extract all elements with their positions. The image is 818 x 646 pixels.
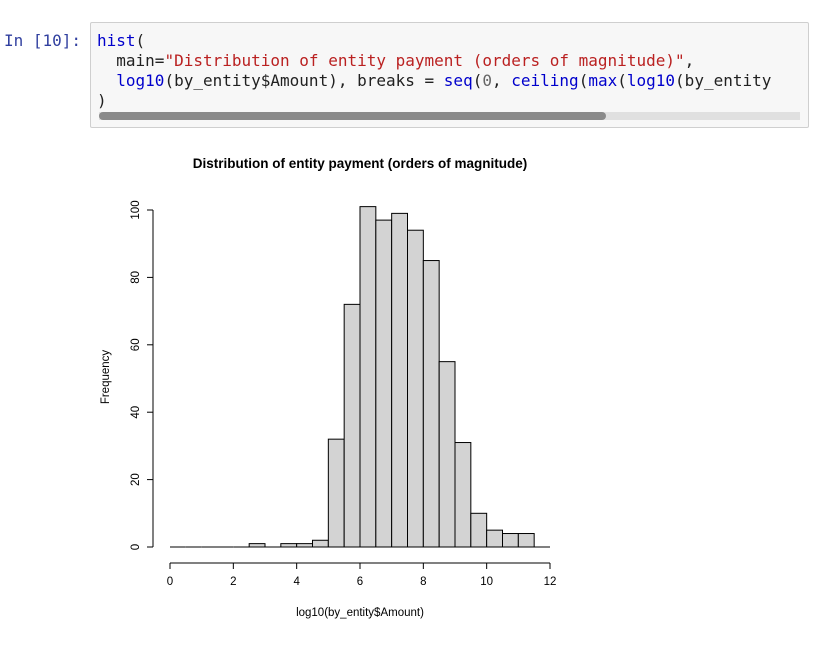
code-line: ) [97, 91, 802, 111]
histogram-bar [502, 533, 519, 548]
x-tick-label: 10 [480, 576, 493, 588]
histogram-bar [343, 303, 361, 548]
code-token: (by_entity$Amount), breaks = [164, 71, 444, 90]
code-token: "Distribution of entity payment (orders … [164, 51, 685, 70]
x-tick-label: 2 [230, 576, 236, 588]
code-token: , [684, 51, 695, 70]
histogram-bar [280, 543, 298, 548]
histogram-bar [517, 533, 535, 548]
x-tick-label: 12 [544, 576, 557, 588]
bars-group [170, 206, 550, 548]
histogram-bar [407, 229, 424, 548]
code-token: ( [135, 31, 146, 50]
code-token: ) [97, 91, 107, 110]
histogram-bar [296, 543, 314, 548]
code-token: ( [472, 71, 483, 90]
histogram-bar [312, 539, 329, 548]
x-tick-label: 0 [167, 576, 173, 588]
code-token: log10 [626, 71, 676, 90]
code-line: main="Distribution of entity payment (or… [97, 51, 802, 71]
code-editor[interactable]: hist( main="Distribution of entity payme… [97, 31, 802, 117]
chart-title: Distribution of entity payment (orders o… [193, 156, 528, 171]
code-token: main= [97, 51, 165, 70]
y-tick-label: 40 [130, 406, 142, 419]
y-axis-label: Frequency [100, 350, 112, 405]
histogram-bar [375, 219, 393, 548]
histogram-output: Distribution of entity payment (orders o… [90, 140, 590, 640]
x-tick-label: 4 [293, 576, 300, 588]
y-tick-label: 100 [130, 200, 142, 219]
horizontal-scrollbar[interactable] [99, 112, 800, 120]
x-tick-label: 8 [420, 576, 426, 588]
code-token [97, 71, 116, 90]
y-axis: 0 20 40 60 80 100 [130, 200, 154, 550]
histogram-chart: Distribution of entity payment (orders o… [100, 156, 557, 619]
histogram-bar [248, 543, 266, 548]
code-cell[interactable]: hist( main="Distribution of entity payme… [90, 22, 809, 128]
code-token: , [491, 71, 512, 90]
histogram-bar [438, 361, 456, 548]
histogram-bar [359, 206, 377, 548]
scrollbar-thumb[interactable] [99, 112, 606, 120]
code-token: hist [97, 31, 136, 50]
code-token: ( [578, 71, 589, 90]
histogram-bar [486, 529, 503, 548]
code-token: seq [443, 71, 473, 90]
histogram-bar [422, 260, 440, 548]
x-axis: 0 2 4 6 8 10 12 [167, 562, 557, 588]
histogram-bar [470, 512, 488, 548]
y-tick-label: 60 [130, 338, 142, 351]
y-tick-label: 0 [130, 544, 142, 550]
x-tick-label: 6 [357, 576, 363, 588]
code-line: hist( [97, 31, 802, 51]
code-token: log10 [116, 71, 165, 90]
histogram-bar [454, 442, 472, 548]
code-token: 0 [482, 71, 492, 90]
code-token: (by_entity [675, 71, 772, 90]
code-token: ceiling [511, 71, 579, 90]
code-token: max [588, 71, 618, 90]
cell-prompt: In [10]: [4, 31, 82, 50]
histogram-bar [327, 438, 345, 548]
code-line: log10(by_entity$Amount), breaks = seq(0,… [97, 71, 802, 91]
y-tick-label: 20 [130, 473, 142, 486]
histogram-bar [391, 212, 408, 548]
x-axis-label: log10(by_entity$Amount) [296, 607, 424, 619]
y-tick-label: 80 [130, 271, 142, 284]
code-token: ( [617, 71, 627, 90]
